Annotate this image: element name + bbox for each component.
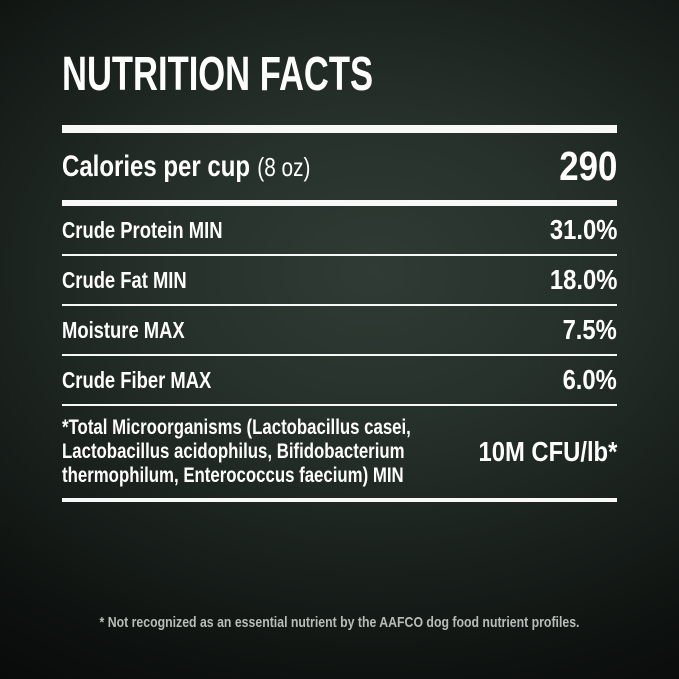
nutrient-name: Moisture MAX bbox=[62, 316, 185, 343]
nutrient-value: 6.0% bbox=[562, 364, 617, 395]
nutrient-value: 10M CFU/lb* bbox=[478, 436, 617, 467]
nutrient-name: Crude Fiber MAX bbox=[62, 366, 212, 393]
nutrient-row-crude-fat: Crude Fat MIN 18.0% bbox=[62, 256, 617, 306]
calories-row: Calories per cup (8 oz) 290 bbox=[62, 133, 617, 200]
calories-label: Calories per cup bbox=[62, 149, 251, 183]
divider-end bbox=[62, 498, 617, 502]
nutrient-name: *Total Microorganisms (Lactobacillus cas… bbox=[62, 416, 411, 487]
nutrient-name: Crude Fat MIN bbox=[62, 266, 187, 293]
calories-serving-size: (8 oz) bbox=[257, 151, 311, 182]
nutrient-row-total-microorganisms: *Total Microorganisms (Lactobacillus cas… bbox=[62, 406, 617, 498]
calories-label-group: Calories per cup (8 oz) bbox=[62, 150, 310, 184]
nutrition-facts-panel: NUTRITION FACTS Calories per cup (8 oz) … bbox=[62, 48, 617, 502]
nutrient-row-crude-fiber: Crude Fiber MAX 6.0% bbox=[62, 356, 617, 406]
nutrient-row-crude-protein: Crude Protein MIN 31.0% bbox=[62, 206, 617, 256]
nutrient-value: 7.5% bbox=[562, 314, 617, 345]
divider-thick-bottom bbox=[62, 200, 617, 206]
aafco-footnote: * Not recognized as an essential nutrien… bbox=[99, 614, 580, 631]
divider-thick-top bbox=[62, 125, 617, 133]
nutrient-name: Crude Protein MIN bbox=[62, 216, 223, 243]
nutrient-row-moisture: Moisture MAX 7.5% bbox=[62, 306, 617, 356]
nutrient-value: 31.0% bbox=[549, 214, 617, 245]
calories-value: 290 bbox=[558, 143, 617, 189]
nutrient-value: 18.0% bbox=[549, 264, 617, 295]
panel-title: NUTRITION FACTS bbox=[62, 48, 374, 101]
